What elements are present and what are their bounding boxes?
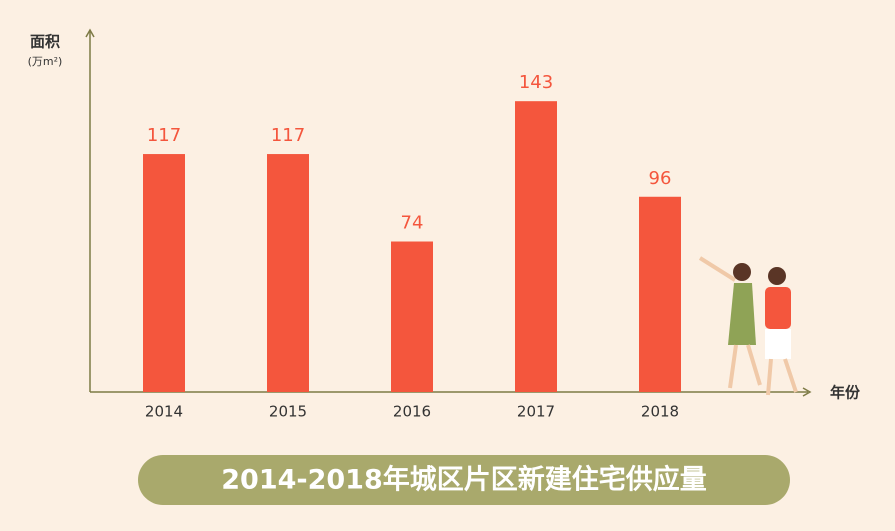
data-label: 117 — [271, 125, 305, 146]
bar — [639, 196, 681, 392]
data-label: 117 — [147, 125, 181, 146]
data-label: 96 — [649, 168, 672, 189]
bar — [143, 154, 185, 392]
legs — [728, 344, 762, 389]
x-axis-arrow — [802, 387, 812, 397]
y-axis-unit: (万m²) — [28, 55, 63, 68]
chart-title: 2014-2018年城区片区新建住宅供应量 — [221, 464, 707, 496]
y-axis-label: 面积 — [30, 33, 60, 51]
shorts — [765, 329, 791, 359]
head — [768, 267, 786, 285]
y-axis-arrow — [85, 28, 95, 38]
bar — [515, 101, 557, 392]
x-tick-label: 2016 — [393, 403, 431, 421]
x-tick-label: 2014 — [145, 403, 183, 421]
x-tick-label: 2015 — [269, 403, 307, 421]
shirt — [765, 287, 791, 329]
data-label: 143 — [519, 72, 553, 93]
bar — [267, 154, 309, 392]
data-label: 74 — [401, 213, 424, 234]
bar — [391, 241, 433, 392]
x-axis-label: 年份 — [830, 384, 861, 402]
dress — [728, 283, 756, 345]
x-tick-label: 2018 — [641, 403, 679, 421]
arm — [698, 256, 737, 282]
legs — [766, 358, 798, 396]
x-tick-label: 2017 — [517, 403, 555, 421]
head — [733, 263, 751, 281]
title-pill — [138, 455, 790, 505]
people-illustration — [698, 256, 798, 396]
